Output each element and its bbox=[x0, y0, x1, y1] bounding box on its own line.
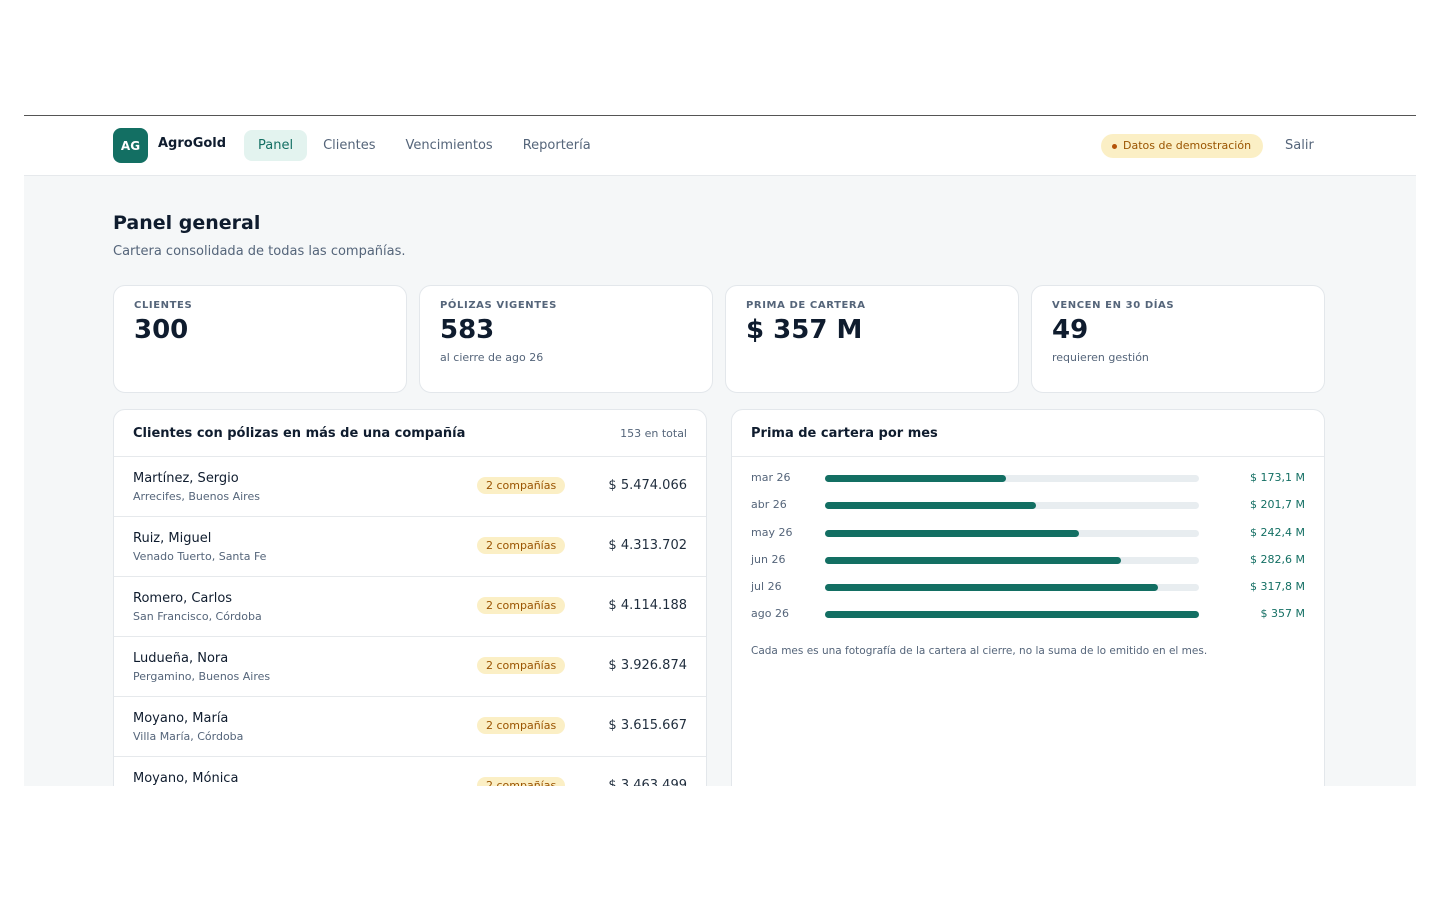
kpi-label: CLIENTES bbox=[134, 300, 193, 311]
value-label: $ 357 M bbox=[1260, 607, 1305, 621]
bar-row: may 26 $ 242,4 M bbox=[732, 522, 1324, 549]
kpi-card: PRIMA DE CARTERA $ 357 M bbox=[725, 285, 1019, 393]
kpi-value: $ 357 M bbox=[746, 315, 863, 345]
category-label: abr 26 bbox=[751, 498, 787, 512]
bar bbox=[825, 502, 1037, 510]
panel-count: 153 en total bbox=[620, 426, 687, 440]
category-label: jun 26 bbox=[751, 552, 786, 566]
demo-badge: Datos de demostración bbox=[1101, 134, 1264, 158]
chart-note: Cada mes es una fotografía de la cartera… bbox=[751, 644, 1208, 657]
kpi-label: PRIMA DE CARTERA bbox=[746, 300, 866, 311]
client-name: Martínez, Sergio bbox=[133, 471, 239, 486]
bar bbox=[825, 611, 1199, 619]
nav: Panel Clientes Vencimientos Reportería bbox=[244, 130, 605, 161]
client-location: Villa María, Córdoba bbox=[133, 730, 244, 743]
client-amount: $ 3.463.499 bbox=[608, 778, 687, 786]
client-row[interactable]: Moyano, María Villa María, Córdoba 2 compa… bbox=[114, 697, 706, 757]
kpi-row: CLIENTES 300 PÓLIZAS VIGENTES 583 al cierre … bbox=[113, 285, 1325, 393]
logo: AG bbox=[113, 128, 148, 163]
page-title: Panel general bbox=[113, 212, 261, 234]
kpi-note: requieren gestión bbox=[1052, 351, 1149, 364]
client-amount: $ 3.926.874 bbox=[608, 658, 687, 673]
bar bbox=[825, 584, 1158, 592]
client-location: San Francisco, Córdoba bbox=[133, 610, 262, 623]
brand: AgroGold bbox=[158, 136, 227, 151]
company-badge: 2 compañías bbox=[477, 777, 566, 786]
category-label: ago 26 bbox=[751, 607, 789, 621]
value-label: $ 173,1 M bbox=[1250, 471, 1305, 484]
panel-header: Clientes con pólizas en más de una compa… bbox=[114, 410, 706, 457]
client-row[interactable]: Ludueña, Nora Pergamino, Buenos Aires 2 co… bbox=[114, 637, 706, 697]
company-badge: 2 compañías bbox=[477, 597, 566, 614]
value-label: $ 242,4 M bbox=[1250, 525, 1305, 539]
client-row[interactable]: Martínez, Sergio Arrecifes, Buenos Aires 2… bbox=[114, 457, 706, 517]
kpi-label: VENCEN EN 30 DÍAS bbox=[1052, 300, 1175, 311]
bar-list: mar 26 $ 173,1 M abr 26 $ 201,7 M may 26 $ 24… bbox=[732, 457, 1324, 631]
clients-panel: Clientes con pólizas en más de una compa… bbox=[113, 409, 707, 786]
client-name: Romero, Carlos bbox=[133, 591, 233, 606]
bar bbox=[825, 475, 1007, 482]
nav-link[interactable]: Vencimientos bbox=[405, 138, 493, 153]
bar-track bbox=[825, 584, 1199, 592]
logout[interactable]: Salir bbox=[1285, 138, 1314, 153]
panel-title: Clientes con pólizas en más de una compa… bbox=[133, 425, 466, 441]
kpi-card: VENCEN EN 30 DÍAS 49 requieren gestión bbox=[1031, 285, 1325, 393]
panel-header: Prima de cartera por mes bbox=[732, 410, 1324, 457]
kpi-note: al cierre de ago 26 bbox=[440, 351, 544, 364]
bar-track bbox=[825, 502, 1199, 510]
kpi-label: PÓLIZAS VIGENTES bbox=[440, 300, 557, 311]
bar-row: jun 26 $ 282,6 M bbox=[732, 549, 1324, 576]
company-badge: 2 compañías bbox=[477, 477, 566, 494]
bar-row: abr 26 $ 201,7 M bbox=[732, 494, 1324, 521]
category-label: may 26 bbox=[751, 525, 793, 539]
client-amount: $ 4.114.188 bbox=[608, 598, 687, 613]
bar-track bbox=[825, 475, 1199, 482]
nav-link[interactable]: Panel bbox=[244, 130, 308, 161]
company-badge: 2 compañías bbox=[477, 537, 566, 554]
category-label: jul 26 bbox=[751, 580, 782, 594]
kpi-value: 300 bbox=[134, 315, 189, 345]
value-label: $ 282,6 M bbox=[1250, 552, 1305, 566]
top-bar: AG AgroGold Panel Clientes Vencimientos Rep… bbox=[24, 116, 1416, 176]
client-row[interactable]: Moyano, Mónica 2 compañías $ 3.463.499 bbox=[114, 757, 706, 786]
app-window: AG AgroGold Panel Clientes Vencimientos Rep… bbox=[24, 115, 1416, 786]
company-badge: 2 compañías bbox=[477, 657, 566, 674]
value-label: $ 317,8 M bbox=[1250, 580, 1305, 594]
kpi-card: CLIENTES 300 bbox=[113, 285, 407, 393]
nav-link[interactable]: Reportería bbox=[522, 138, 591, 153]
nav-link[interactable]: Clientes bbox=[323, 138, 376, 153]
client-name: Moyano, Mónica bbox=[133, 771, 239, 786]
client-location: Arrecifes, Buenos Aires bbox=[133, 490, 260, 503]
bar bbox=[825, 529, 1079, 537]
client-name: Ludueña, Nora bbox=[133, 651, 229, 666]
client-amount: $ 4.313.702 bbox=[608, 538, 687, 553]
page-subtitle: Cartera consolidada de todas las compañí… bbox=[113, 244, 406, 259]
kpi-value: 49 bbox=[1052, 315, 1089, 345]
bar-row: jul 26 $ 317,8 M bbox=[732, 576, 1324, 603]
bar-row: mar 26 $ 173,1 M bbox=[732, 467, 1324, 494]
client-row[interactable]: Ruiz, Miguel Venado Tuerto, Santa Fe 2 com… bbox=[114, 517, 706, 577]
client-name: Moyano, María bbox=[133, 711, 229, 726]
value-label: $ 201,7 M bbox=[1250, 498, 1305, 512]
client-name: Ruiz, Miguel bbox=[133, 531, 212, 546]
bar bbox=[825, 556, 1122, 564]
chart-title: Prima de cartera por mes bbox=[751, 425, 938, 441]
chart-panel: Prima de cartera por mes mar 26 $ 173,1 M… bbox=[731, 409, 1325, 786]
bar-track bbox=[825, 556, 1199, 564]
company-badge: 2 compañías bbox=[477, 717, 566, 734]
client-row[interactable]: Romero, Carlos San Francisco, Córdoba 2 co… bbox=[114, 577, 706, 637]
category-label: mar 26 bbox=[751, 471, 791, 484]
kpi-card: PÓLIZAS VIGENTES 583 al cierre de ago 26 bbox=[419, 285, 713, 393]
client-amount: $ 3.615.667 bbox=[608, 718, 687, 733]
bar-track bbox=[825, 529, 1199, 537]
client-amount: $ 5.474.066 bbox=[608, 478, 687, 493]
client-location: Venado Tuerto, Santa Fe bbox=[133, 550, 267, 563]
client-location: Pergamino, Buenos Aires bbox=[133, 670, 271, 683]
kpi-value: 583 bbox=[440, 315, 495, 345]
bar-track bbox=[825, 611, 1199, 619]
bar-row: ago 26 $ 357 M bbox=[732, 603, 1324, 630]
